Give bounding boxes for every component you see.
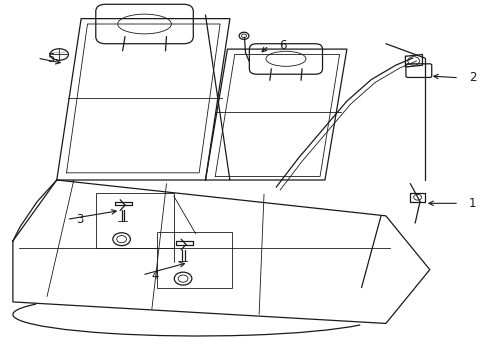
Text: 2: 2 bbox=[468, 71, 475, 84]
Bar bbox=[96, 193, 173, 248]
Text: 3: 3 bbox=[76, 213, 83, 226]
Text: 1: 1 bbox=[468, 197, 475, 210]
Text: 4: 4 bbox=[152, 269, 159, 282]
Text: 5: 5 bbox=[47, 51, 54, 64]
Text: 6: 6 bbox=[278, 39, 285, 52]
Bar bbox=[157, 232, 232, 288]
